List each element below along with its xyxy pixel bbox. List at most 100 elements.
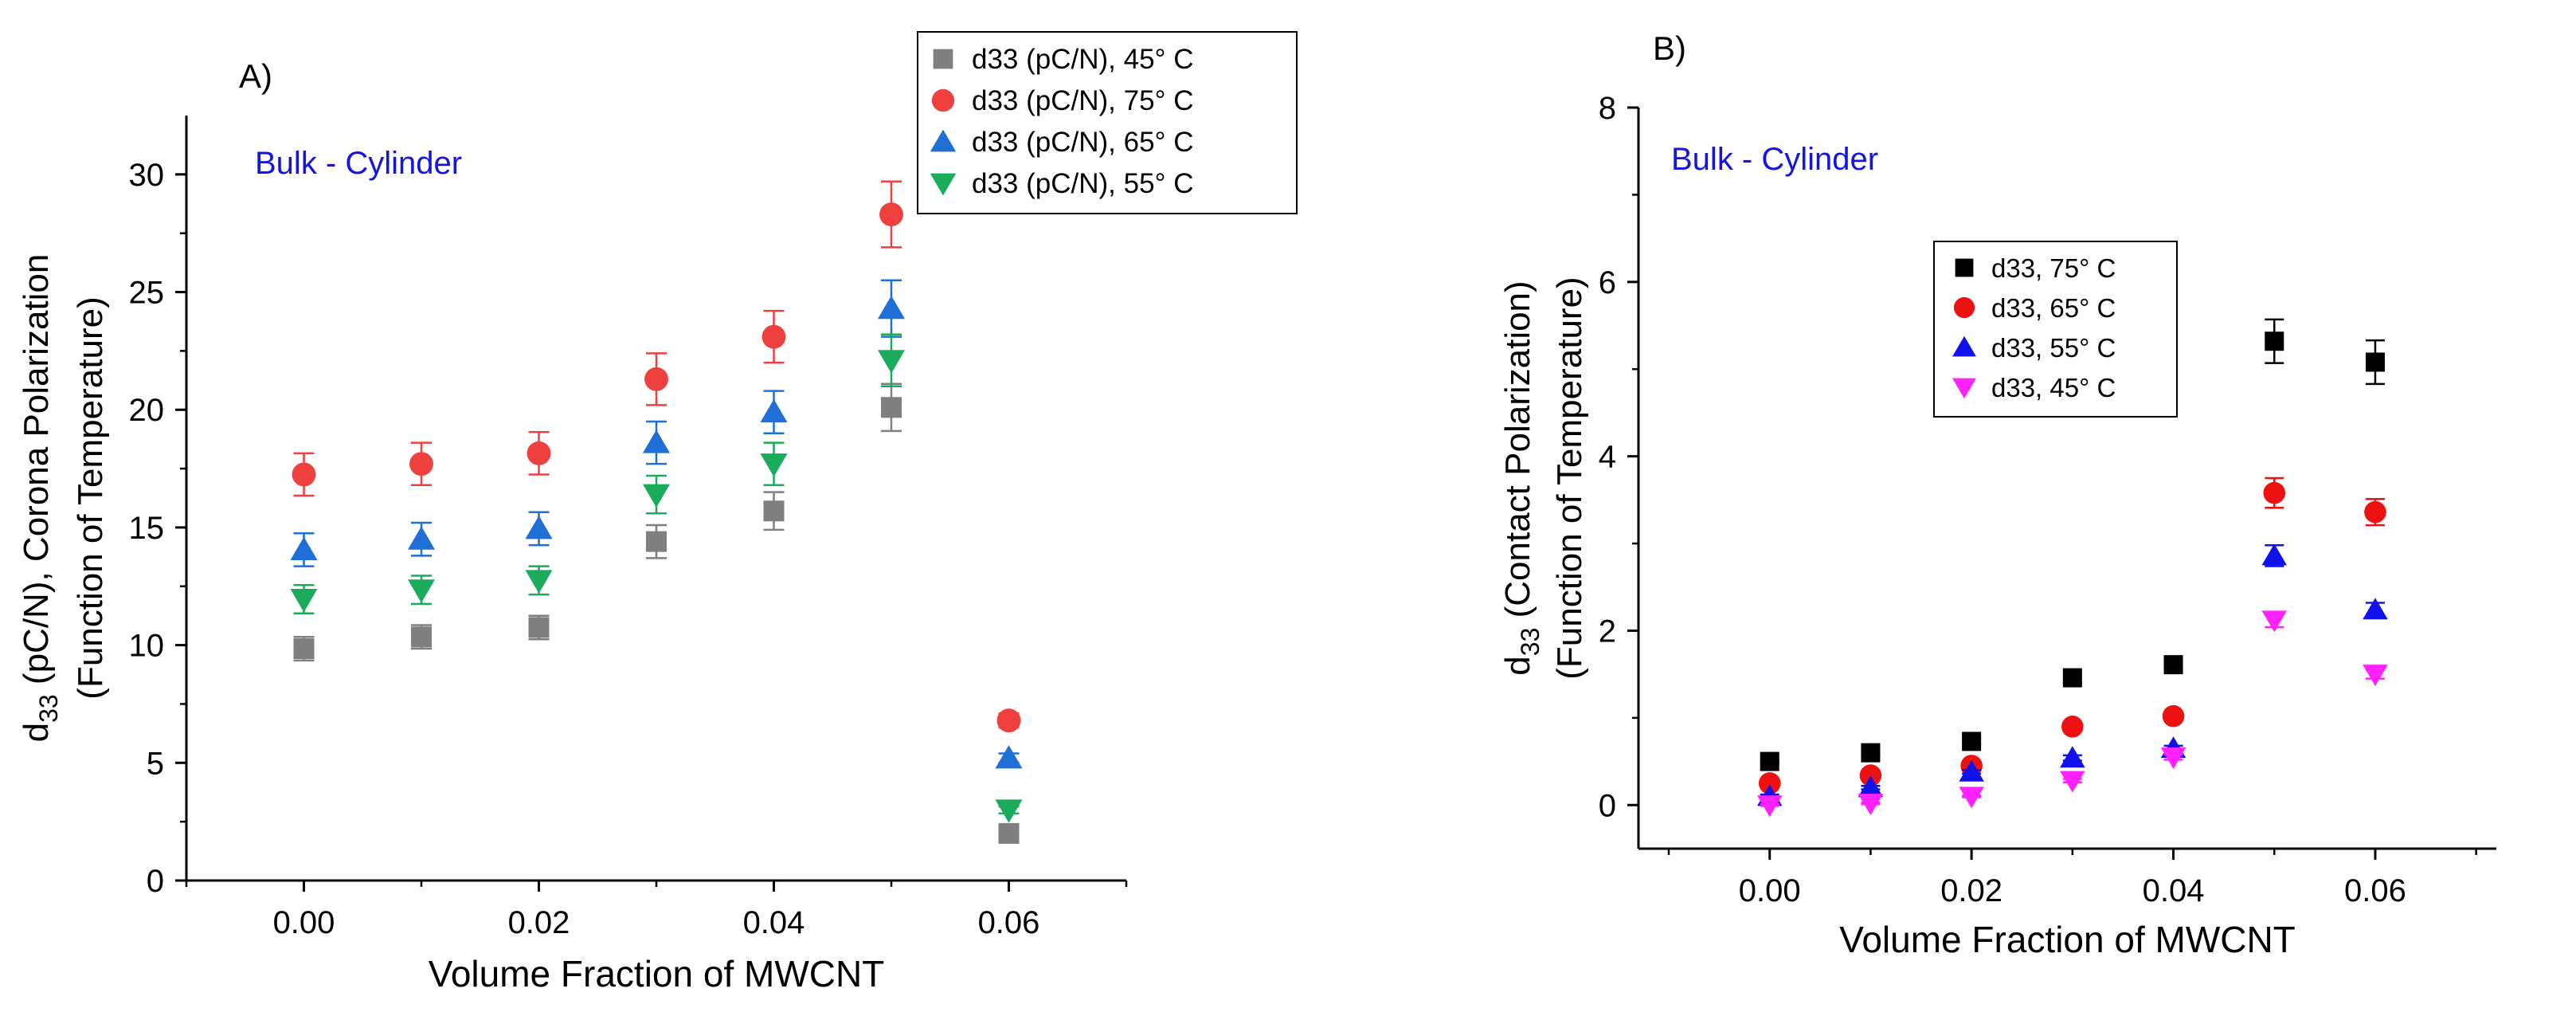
data-point [1858,775,1884,798]
x-tick-label: 0.02 [508,905,570,940]
data-point [1962,732,1982,751]
legend: d33, 75° C d33, 65° C d33, 55° C d33, 45° C [1933,241,2178,418]
data-point [2261,543,2287,566]
y-tick-label: 25 [129,276,165,311]
legend-marker [933,49,953,69]
legend-label: d33, 55° C [1991,333,2116,363]
data-point [407,526,436,550]
y-axis-label-subscript: 33 [34,694,63,723]
data-point [2163,655,2183,675]
y-tick-label: 15 [129,511,165,546]
data-point [1861,743,1881,763]
legend-marker [930,173,957,196]
x-tick-label: 0.02 [1940,873,2002,908]
legend-marker [1952,378,1976,399]
y-tick-label: 0 [147,864,164,899]
y-tick-label: 20 [129,393,165,428]
panel-b: 0 2 4 6 8 0.00 0.02 0.04 0.06 B) Bulk - Cylinder Vo… [1498,29,2496,960]
legend-label: d33 (pC/N), 75° C [972,85,1194,116]
y-tick-label: 5 [147,746,164,781]
series-3 [1756,610,2388,818]
legend-marker [1952,335,1976,357]
data-point [409,452,433,477]
y-tick-label: 30 [129,158,165,193]
y-tick-label: 0 [1599,788,1616,823]
data-point [2365,352,2385,372]
data-point [528,617,550,638]
x-tick-label: 0.00 [273,905,335,940]
data-point [2061,716,2084,738]
sample-annotation: Bulk - Cylinder [255,146,462,181]
data-point [1959,759,1984,782]
data-point [525,516,553,539]
data-point [1756,795,1783,818]
y-tick-label: 6 [1599,265,1616,300]
data-point [525,570,553,594]
y-axis-label: d33 (Contact Polarization) [1498,280,1544,675]
legend-box [1933,241,2178,418]
legend-label: d33, 45° C [1991,373,2116,402]
data-point [2263,481,2286,504]
data-point [763,500,785,522]
data-point [411,626,432,648]
x-axis-label: Volume Fraction of MWCNT [429,953,885,994]
legend-label: d33, 75° C [1991,253,2116,283]
data-point [995,799,1023,823]
data-point [2062,668,2082,688]
data-point [407,579,436,603]
data-point [1858,794,1884,816]
data-point [2060,746,2085,768]
y-axis-label-subscript: 33 [1516,628,1544,657]
data-point [2060,771,2085,793]
data-point [527,441,551,465]
data-point [1959,786,1984,809]
data-point [995,745,1023,769]
data-point [292,462,316,487]
y-tick-label: 10 [129,629,165,664]
data-point [290,536,318,560]
y-tick-label: 8 [1599,91,1616,126]
data-point [877,350,906,374]
data-point [646,531,667,552]
data-point [642,484,671,508]
legend-label: d33 (pC/N), 45° C [972,44,1194,75]
data-point [642,430,671,453]
data-point [881,397,902,418]
data-point [996,708,1021,733]
data-point [879,202,903,227]
data-point [290,589,318,613]
series-2 [290,279,1023,769]
data-point [2363,665,2388,687]
legend-label: d33 (pC/N), 55° C [972,168,1194,199]
data-point [998,822,1020,844]
data-point [1859,764,1882,786]
x-tick-label: 0.06 [978,905,1040,940]
y-axis-label-symbol: d [17,723,56,742]
y-tick-label: 2 [1599,614,1616,649]
y-axis-label-symbol: d [1498,656,1537,675]
y-axis-label-text: (pC/N), Corona Polarization [17,254,56,695]
legend-marker [931,88,955,112]
legend-marker [1953,296,1975,319]
legend: d33 (pC/N), 45° C d33 (pC/N), 75° C d33 (p… [917,31,1298,214]
y-axis-label-line2: (Function of Temperature) [1550,277,1589,679]
data-point [1758,772,1781,794]
x-tick-label: 0.04 [743,905,805,940]
data-point [877,295,906,320]
series-0 [293,382,1020,844]
sample-annotation: Bulk - Cylinder [1671,142,1878,177]
data-point [2160,747,2186,770]
legend-marker [1955,258,1974,277]
data-point [760,453,788,477]
data-point [761,324,786,349]
panel-label: B) [1653,29,1686,67]
data-point [760,398,788,423]
panel-a: 0 5 10 15 20 25 30 0.00 0.02 0.04 0.06 A) Bulk - Cyl… [17,31,1298,994]
x-tick-label: 0.04 [2143,873,2205,908]
x-axis-label: Volume Fraction of MWCNT [1839,919,2296,960]
y-axis-label-line2: (Function of Temperature) [71,296,110,699]
data-point [1760,751,1779,771]
y-axis-label-text: (Contact Polarization) [1498,280,1537,627]
data-point [2261,610,2287,633]
